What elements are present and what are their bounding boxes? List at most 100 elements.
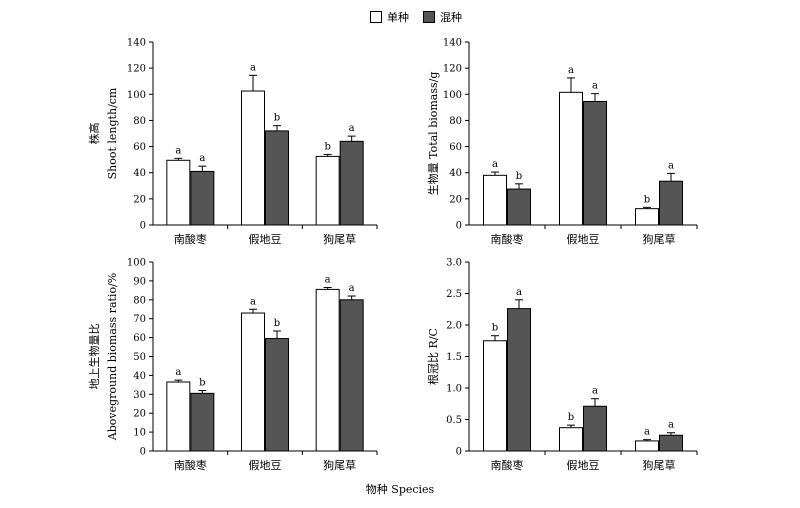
panel-2-y-tick-label: 0 bbox=[456, 221, 462, 232]
legend-swatch-single bbox=[370, 11, 382, 23]
panel-2-significance-letter: a bbox=[568, 65, 574, 76]
panel-3-significance-letter: a bbox=[349, 283, 355, 294]
panel-1-y-axis-label: 株高 bbox=[87, 123, 101, 145]
panel-3-significance-letter: a bbox=[250, 296, 256, 307]
panel-2-bar-single bbox=[635, 208, 659, 226]
panel-1-bar-mixed bbox=[265, 130, 289, 226]
panel-2-category-label: 假地豆 bbox=[567, 232, 600, 246]
panel-1-bar-single bbox=[315, 155, 340, 226]
panel-3-y-tick-label: 70 bbox=[133, 314, 146, 325]
legend-item-mixed: 混种 bbox=[423, 9, 462, 25]
panel-3-category-label: 南酸枣 bbox=[174, 458, 207, 472]
panel-2-y-axis-label: 生物量 Total biomass/g bbox=[426, 72, 440, 196]
panel-4-significance-letter: b bbox=[568, 412, 574, 423]
panel-2-significance-letter: a bbox=[492, 159, 498, 170]
panel-3-bar-mixed bbox=[265, 338, 289, 452]
panel-4-significance-letter: b bbox=[492, 323, 498, 334]
panel-2-category-label: 狗尾草 bbox=[643, 233, 676, 246]
panel-1-y-tick-label: 60 bbox=[133, 142, 146, 153]
panel-2-bar-single bbox=[483, 174, 507, 226]
panel-1-significance-letter: a bbox=[199, 153, 205, 164]
panel-1-bar-mixed bbox=[339, 140, 364, 226]
panel-1-significance-letter: a bbox=[349, 123, 355, 134]
panel-4-y-tick-label: 3.0 bbox=[446, 258, 462, 269]
panel-4-bar-mixed bbox=[583, 405, 607, 452]
panel-2-significance-letter: a bbox=[668, 160, 674, 171]
panel-4-significance-letter: a bbox=[644, 427, 650, 438]
legend-swatch-mixed bbox=[423, 11, 435, 23]
panel-3-significance-letter: b bbox=[274, 318, 280, 329]
panel-2-significance-letter: a bbox=[592, 81, 598, 92]
panel-2-y-tick-label: 100 bbox=[443, 90, 462, 101]
panel-1-category-label: 南酸枣 bbox=[174, 232, 207, 246]
panel-2-bar-single bbox=[559, 91, 583, 226]
panel-2-bar-mixed bbox=[583, 100, 607, 226]
panel-3-y-axis-label: Aboveground biomass ratio/% bbox=[106, 273, 119, 441]
panel-2-y-tick-label: 40 bbox=[449, 168, 462, 179]
panel-2-bar-mixed bbox=[659, 180, 683, 226]
panel-4-bar-single bbox=[559, 427, 583, 452]
panel-1-significance-letter: a bbox=[175, 145, 181, 156]
panel-1-bar-single bbox=[241, 90, 265, 226]
panel-1-bar-mixed bbox=[190, 170, 215, 226]
panel-1-y-tick-label: 100 bbox=[127, 90, 146, 101]
legend-item-single: 单种 bbox=[370, 9, 409, 25]
panel-1-y-tick-label: 0 bbox=[140, 221, 146, 232]
panel-2-significance-letter: b bbox=[516, 171, 522, 182]
panel-3-bar-mixed bbox=[339, 299, 364, 452]
panel-3-y-axis-label: 地上生物量比 bbox=[87, 324, 101, 390]
panel-2-y-tick-label: 20 bbox=[449, 194, 462, 205]
panel-3-y-tick-label: 50 bbox=[133, 352, 146, 363]
panel-4-significance-letter: a bbox=[516, 287, 522, 298]
panel-1-category-label: 狗尾草 bbox=[323, 233, 356, 246]
panel-4-bar-mixed bbox=[507, 308, 531, 452]
panel-3-significance-letter: b bbox=[199, 378, 205, 389]
panel-4-bar-single bbox=[635, 440, 659, 452]
panel-3-bar-mixed bbox=[190, 392, 215, 452]
legend: 单种 混种 bbox=[370, 8, 462, 26]
panel-3-y-tick-label: 40 bbox=[133, 371, 146, 382]
panel-2-significance-letter: b bbox=[644, 194, 650, 205]
panel-4-y-tick-label: 0 bbox=[456, 447, 462, 458]
panel-1-bar-single bbox=[166, 159, 191, 226]
panel-2-y-tick-label: 60 bbox=[449, 142, 462, 153]
panel-4-y-tick-label: 2.0 bbox=[446, 321, 462, 332]
panel-4-bar-mixed bbox=[659, 434, 683, 452]
panel-1-significance-letter: b bbox=[274, 113, 280, 124]
panel-4-y-tick-label: 0.5 bbox=[446, 415, 462, 426]
panel-4-significance-letter: a bbox=[668, 420, 674, 431]
panel-3-y-tick-label: 20 bbox=[133, 409, 146, 420]
panel-4-y-axis-label: 根冠比 R/C bbox=[426, 328, 440, 385]
panel-4-significance-letter: a bbox=[592, 386, 598, 397]
panel-2-y-tick-label: 80 bbox=[449, 116, 462, 127]
panel-1-category-label: 假地豆 bbox=[249, 232, 282, 246]
panel-4-y-tick-label: 2.5 bbox=[446, 289, 462, 300]
panel-3-y-tick-label: 60 bbox=[133, 333, 146, 344]
panel-4-y-tick-label: 1.0 bbox=[446, 384, 462, 395]
panel-3-significance-letter: a bbox=[325, 275, 331, 286]
panel-3-y-tick-label: 10 bbox=[133, 428, 146, 439]
panel-3-y-tick-label: 0 bbox=[140, 447, 146, 458]
legend-label-single: 单种 bbox=[387, 11, 409, 24]
panel-1-y-tick-label: 120 bbox=[127, 64, 146, 75]
panel-2-y-tick-label: 140 bbox=[443, 38, 462, 49]
panel-3-y-tick-label: 80 bbox=[133, 295, 146, 306]
panel-4-bar-single bbox=[483, 340, 507, 452]
panel-3-y-tick-label: 30 bbox=[133, 390, 146, 401]
panel-3-significance-letter: a bbox=[175, 367, 181, 378]
panel-1-significance-letter: b bbox=[324, 141, 330, 152]
panel-3-bar-single bbox=[241, 312, 265, 452]
panel-2-y-tick-label: 120 bbox=[443, 64, 462, 75]
x-axis-title: 物种 Species bbox=[365, 483, 435, 496]
panel-3-category-label: 假地豆 bbox=[249, 458, 282, 472]
panel-3-y-tick-label: 100 bbox=[127, 258, 146, 269]
panel-4-category-label: 假地豆 bbox=[567, 458, 600, 472]
panel-4-category-label: 狗尾草 bbox=[643, 459, 676, 472]
panel-4-y-tick-label: 1.5 bbox=[446, 352, 462, 363]
panel-1-y-tick-label: 140 bbox=[127, 38, 146, 49]
panel-1-y-tick-label: 20 bbox=[133, 194, 146, 205]
panel-3-y-tick-label: 90 bbox=[133, 276, 146, 287]
panel-1-y-axis-label: Shoot length/cm bbox=[106, 87, 119, 179]
panel-3-bar-single bbox=[315, 288, 340, 452]
